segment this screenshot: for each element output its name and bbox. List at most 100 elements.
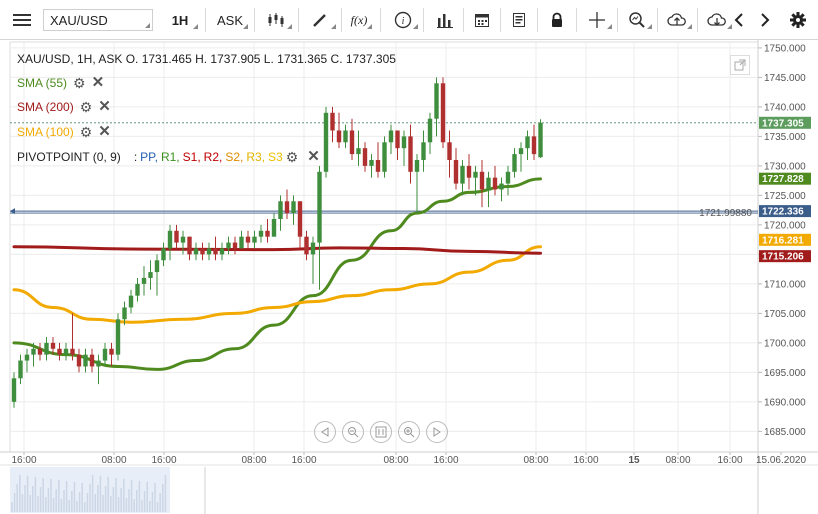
price-side-label: ASK — [216, 12, 243, 28]
candle-body — [401, 136, 407, 149]
draw-icon[interactable] — [302, 9, 338, 31]
info-icon[interactable]: i — [386, 9, 420, 31]
gear-icon[interactable]: ⚙ — [285, 149, 299, 165]
calendar-icon[interactable] — [467, 9, 497, 31]
candle-body — [187, 236, 192, 255]
lock-icon[interactable] — [542, 9, 572, 31]
candle-body — [57, 348, 62, 355]
candle-body — [18, 360, 23, 379]
pivot-pp: PP, — [140, 150, 158, 164]
candle-body — [323, 112, 329, 172]
crosshair-icon[interactable] — [580, 9, 614, 31]
candle-body — [96, 360, 101, 367]
candle-body — [128, 295, 134, 308]
candle-body — [362, 148, 368, 166]
candle-body — [180, 236, 186, 243]
candle-body — [115, 319, 121, 355]
candle-body — [525, 136, 530, 149]
sma200-tag: 1715.206 — [762, 252, 804, 263]
candle-body — [395, 130, 400, 149]
legend-label: SMA (200) — [17, 100, 74, 114]
prev-icon[interactable] — [314, 421, 336, 443]
close-icon[interactable]: ✕ — [98, 98, 111, 115]
symbol-label: XAU/USD — [50, 12, 108, 28]
candle-body — [37, 348, 43, 355]
gear-icon[interactable]: ⚙ — [79, 124, 93, 140]
candle-body — [388, 130, 394, 143]
candle-body — [63, 348, 69, 355]
close-icon[interactable]: ✕ — [307, 148, 320, 165]
candle-body — [219, 248, 225, 255]
candle-body — [206, 248, 212, 255]
candle-body — [271, 218, 277, 237]
symbol-select[interactable]: XAU/USD — [43, 9, 153, 31]
arrow-left-icon[interactable] — [730, 9, 748, 31]
sma-line — [12, 245, 542, 324]
gear-icon[interactable]: ⚙ — [79, 99, 93, 115]
menu-icon[interactable] — [8, 9, 36, 31]
candle-body — [161, 248, 166, 261]
price-side-select[interactable]: ASK — [210, 9, 250, 31]
candle-body — [434, 83, 439, 119]
close-icon[interactable]: ✕ — [91, 74, 105, 91]
candle-body — [330, 112, 335, 131]
candle-body — [226, 242, 231, 249]
candle-body — [317, 171, 322, 243]
candle-body — [50, 342, 56, 349]
candle-body — [466, 165, 472, 178]
candle-body — [44, 342, 49, 355]
x-tick-label: 16:00 — [433, 455, 458, 466]
timeframe-select[interactable]: 1H — [160, 9, 200, 31]
x-tick-label: 15 — [628, 455, 640, 466]
candle-body — [213, 248, 218, 255]
fx-icon[interactable]: f(x) — [344, 9, 374, 31]
candle-body — [479, 171, 485, 190]
zoom-out-icon[interactable] — [342, 421, 364, 443]
pivot-s3: S3 — [268, 150, 283, 164]
x-tick-label: 16:00 — [573, 455, 598, 466]
sma100-tag-bg — [759, 233, 811, 246]
candle-body — [531, 136, 537, 155]
price-tags: 1737.305 1727.828 1722.336 1716.281 1715.206 — [759, 116, 811, 263]
reset-icon[interactable] — [370, 421, 392, 443]
candle-body — [518, 148, 524, 155]
close-icon[interactable]: ✕ — [98, 123, 111, 140]
candle-body — [148, 272, 153, 278]
line-handle-icon — [10, 208, 15, 215]
zoom-in-icon[interactable] — [398, 421, 420, 443]
y-tick-label: 1710.000 — [764, 279, 806, 290]
candle-body — [304, 236, 309, 255]
upload-icon[interactable] — [660, 9, 694, 31]
candle-body — [382, 142, 387, 172]
candle-body — [492, 177, 498, 190]
x-tick-label: 15.06.2020 — [756, 455, 806, 466]
legend-label: SMA (100) — [17, 125, 74, 139]
svg-text:i: i — [402, 16, 405, 27]
candle-body — [460, 165, 465, 184]
pivot-r3: R3, — [246, 150, 266, 164]
y-tick-label: 1705.000 — [764, 309, 806, 320]
candles-icon[interactable] — [258, 9, 294, 31]
candle-body — [122, 307, 127, 320]
sma-line — [12, 177, 542, 371]
zoom-icon[interactable] — [620, 9, 654, 31]
arrow-right-icon[interactable] — [756, 9, 774, 31]
candle-body — [278, 201, 283, 219]
candle-body — [486, 177, 491, 190]
gear-icon[interactable]: ⚙ — [73, 75, 86, 91]
news-icon[interactable] — [504, 9, 534, 31]
candle-body — [505, 171, 511, 184]
x-tick-label: 08:00 — [383, 455, 408, 466]
pivot-label: PIVOTPOINT (0, 9) — [17, 150, 121, 164]
sma100-tag: 1716.281 — [762, 235, 804, 246]
horizontal-lines: 1721.99880 — [10, 122, 758, 219]
settings-icon[interactable] — [786, 9, 810, 31]
candle-body — [297, 201, 303, 237]
candle-body — [336, 130, 342, 143]
bar-chart-icon[interactable] — [430, 9, 460, 31]
download-icon[interactable] — [700, 9, 734, 31]
next-icon[interactable] — [426, 421, 448, 443]
ohlc-readout: XAU/USD, 1H, ASK O. 1731.465 H. 1737.905… — [17, 52, 396, 66]
popout-icon[interactable] — [730, 55, 750, 75]
candle-body — [414, 159, 420, 172]
